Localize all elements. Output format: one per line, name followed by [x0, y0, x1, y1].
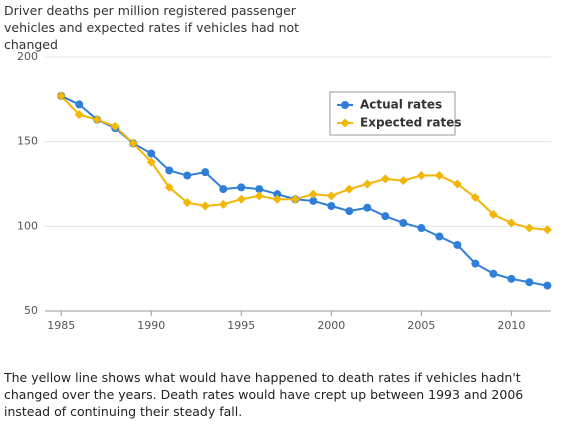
point [219, 185, 228, 194]
point [165, 166, 174, 175]
point [327, 202, 336, 211]
point [542, 225, 552, 235]
point [147, 149, 156, 158]
point [183, 171, 192, 180]
point [182, 198, 192, 208]
x-tick-label: 1995 [227, 319, 255, 332]
legend-marker [341, 101, 349, 109]
y-tick-label: 150 [17, 135, 38, 148]
y-tick-label: 100 [17, 219, 38, 232]
point [344, 184, 354, 194]
point [110, 121, 120, 131]
legend-marker [340, 118, 350, 128]
point [236, 194, 246, 204]
x-tick-label: 1985 [47, 319, 75, 332]
point [381, 212, 390, 221]
point [255, 185, 264, 194]
series-line [60, 95, 548, 287]
point [164, 182, 174, 192]
series-line [60, 95, 548, 231]
point [434, 171, 444, 181]
chart: 50 100 150 200 1985 1990 1995 2000 2005 2010 Actua… [17, 50, 552, 332]
y-tick-label: 50 [24, 304, 38, 317]
point [237, 183, 246, 192]
point [290, 194, 300, 204]
point [326, 191, 336, 201]
point [471, 259, 480, 268]
point [128, 138, 138, 148]
point [146, 157, 156, 167]
point [416, 171, 426, 181]
legend-box [329, 91, 456, 136]
point [362, 179, 372, 189]
legend-label: Actual rates [360, 98, 442, 112]
point [488, 209, 498, 219]
point [200, 201, 210, 211]
point [453, 240, 462, 249]
point [254, 191, 264, 201]
y-tick-label: 200 [17, 50, 38, 63]
point [308, 189, 318, 199]
point [380, 174, 390, 184]
point [218, 199, 228, 209]
x-tick-label: 2010 [497, 319, 525, 332]
point [543, 281, 552, 290]
point [345, 207, 354, 216]
point [435, 232, 444, 241]
point [272, 194, 282, 204]
point [506, 218, 516, 228]
point [399, 218, 408, 227]
point [398, 176, 408, 186]
caption: The yellow line shows what would have ha… [4, 370, 524, 419]
point [273, 190, 282, 199]
point [201, 168, 210, 177]
point [74, 110, 84, 120]
point [524, 223, 534, 233]
point [452, 179, 462, 189]
x-tick-label: 2005 [407, 319, 435, 332]
point [309, 196, 318, 205]
chart-title: Driver deaths per million registered pas… [4, 3, 300, 52]
point [417, 224, 426, 233]
point [489, 269, 498, 278]
x-tick-label: 1990 [137, 319, 165, 332]
point [92, 115, 102, 125]
point [470, 193, 480, 203]
legend-label: Expected rates [360, 116, 461, 130]
point [363, 203, 372, 212]
point [507, 274, 516, 283]
point [75, 100, 84, 109]
point [56, 91, 66, 101]
point [525, 278, 534, 287]
x-tick-label: 2000 [317, 319, 345, 332]
